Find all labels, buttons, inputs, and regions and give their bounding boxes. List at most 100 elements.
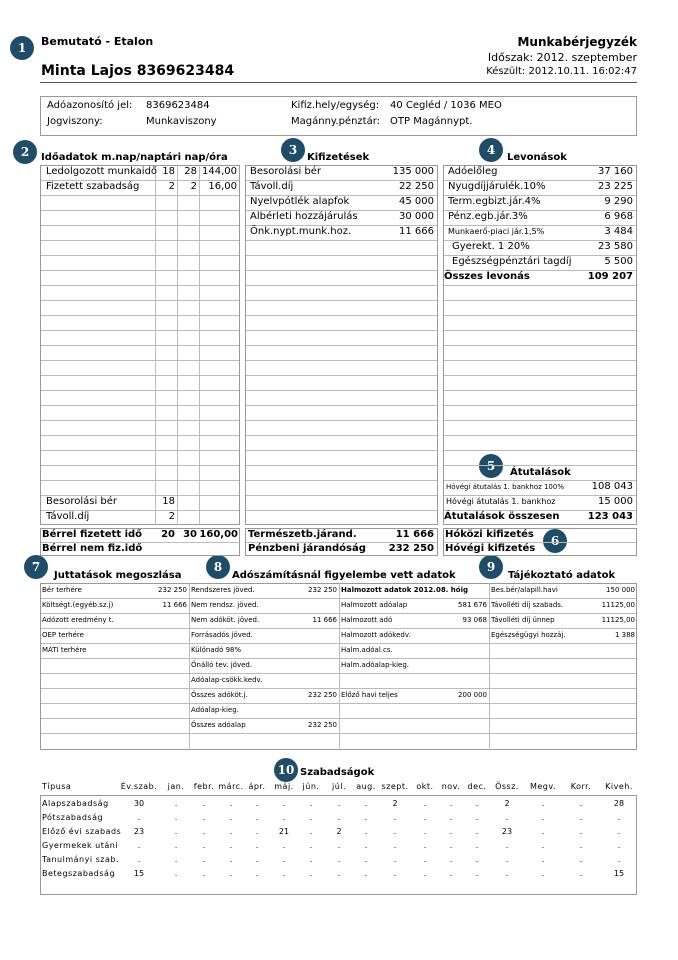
row-value: 18 — [162, 496, 175, 507]
row-value: 3 484 — [604, 226, 633, 237]
row-value: 18 — [162, 166, 175, 177]
column-header: júl. — [331, 782, 347, 791]
leave-value: . — [449, 813, 453, 822]
leave-value: . — [541, 855, 545, 864]
rule — [246, 450, 437, 451]
rule — [41, 255, 239, 256]
info-value: OTP Magánnypt. — [390, 116, 473, 127]
leave-value: . — [364, 855, 368, 864]
row-label: Nyelvpótlék alapfok — [250, 196, 350, 207]
box — [40, 528, 240, 556]
rule — [41, 643, 636, 644]
row-label: OEP terhére — [42, 631, 84, 639]
column-header: Megv. — [529, 782, 557, 791]
rule — [41, 240, 239, 241]
summary-value: 20 — [161, 529, 175, 540]
row-label: Egészségpénztári tagdíj — [452, 256, 572, 267]
section-title: Időadatok m.nap/naptári nap/óra — [41, 152, 228, 163]
rule — [246, 435, 437, 436]
row-label: MÁTI terhére — [42, 646, 87, 654]
leave-value: . — [393, 827, 397, 836]
row-value: 11 666 — [162, 601, 188, 609]
leave-value: . — [202, 827, 206, 836]
rule — [40, 82, 637, 83]
rule — [444, 345, 636, 346]
leave-value: . — [309, 813, 313, 822]
rule — [41, 542, 239, 543]
rule — [41, 658, 636, 659]
row-label: Bes.bér/alapill.havi — [491, 586, 558, 594]
row-label: Távoll.díj — [46, 511, 90, 522]
rule — [41, 435, 239, 436]
leave-value: . — [309, 855, 313, 864]
rule — [444, 450, 636, 451]
section-title: Juttatások megoszlása — [54, 570, 182, 581]
leave-value: . — [337, 869, 341, 878]
rule — [246, 480, 437, 481]
leave-value: . — [174, 869, 178, 878]
row-label: Adóalap-csökk.kedv. — [191, 676, 263, 684]
leave-value: . — [617, 841, 621, 850]
row-value: 232 250 — [158, 586, 187, 594]
row-value: 5 500 — [604, 256, 633, 267]
row-label: Besorolási bér — [46, 496, 118, 507]
leave-value: . — [282, 813, 286, 822]
box — [443, 528, 637, 556]
rule — [246, 330, 437, 331]
leave-value: . — [229, 855, 233, 864]
leave-value: . — [423, 813, 427, 822]
leave-value: . — [449, 827, 453, 836]
leave-value: . — [393, 855, 397, 864]
leave-value: 28 — [613, 799, 625, 808]
section-title: Szabadságok — [300, 767, 375, 778]
row-label: Hóvégi átutalás 1. bankhoz 100% — [446, 483, 564, 491]
rule — [246, 465, 437, 466]
column-header: szept. — [381, 782, 409, 791]
leave-value: . — [229, 813, 233, 822]
leave-value: . — [423, 827, 427, 836]
rule — [246, 180, 437, 181]
leave-value: . — [174, 813, 178, 822]
box — [245, 528, 438, 556]
rule — [41, 703, 636, 704]
column-header: ápr. — [248, 782, 266, 791]
row-value: 15 000 — [598, 496, 633, 507]
leave-type: Betegszabadság — [42, 869, 116, 878]
info-label: Jogviszony: — [47, 116, 103, 127]
row-label: Term.egbizt.jár.4% — [448, 196, 541, 207]
rule — [199, 165, 200, 525]
leave-value: . — [255, 869, 259, 878]
leave-value: . — [423, 855, 427, 864]
row-label: Forrásadós jöved. — [191, 631, 253, 639]
column-header: nov. — [441, 782, 461, 791]
rule — [41, 375, 239, 376]
leave-value: . — [364, 799, 368, 808]
rule — [41, 210, 239, 211]
row-value: 11 666 — [399, 226, 434, 237]
rule — [444, 420, 636, 421]
leave-type: Pótszabadság — [42, 813, 104, 822]
rule — [246, 300, 437, 301]
rule — [444, 195, 636, 196]
info-label: Magánny.pénztár: — [291, 116, 381, 127]
leave-value: . — [617, 855, 621, 864]
column-header: febr. — [193, 782, 215, 791]
rule — [41, 480, 239, 481]
row-value: 581 676 — [458, 601, 487, 609]
rule — [246, 390, 437, 391]
rule — [41, 673, 636, 674]
leave-value: . — [617, 813, 621, 822]
rule — [41, 510, 239, 511]
row-label: Adózott eredmény t. — [42, 616, 114, 624]
leave-value: . — [579, 855, 583, 864]
rule — [41, 465, 239, 466]
rule — [444, 285, 636, 286]
rule — [489, 583, 490, 750]
rule — [444, 315, 636, 316]
column-header: okt. — [416, 782, 434, 791]
leave-value: . — [202, 799, 206, 808]
rule — [444, 495, 636, 496]
rule — [246, 195, 437, 196]
row-label: Gyerekt. 1 20% — [452, 241, 530, 252]
